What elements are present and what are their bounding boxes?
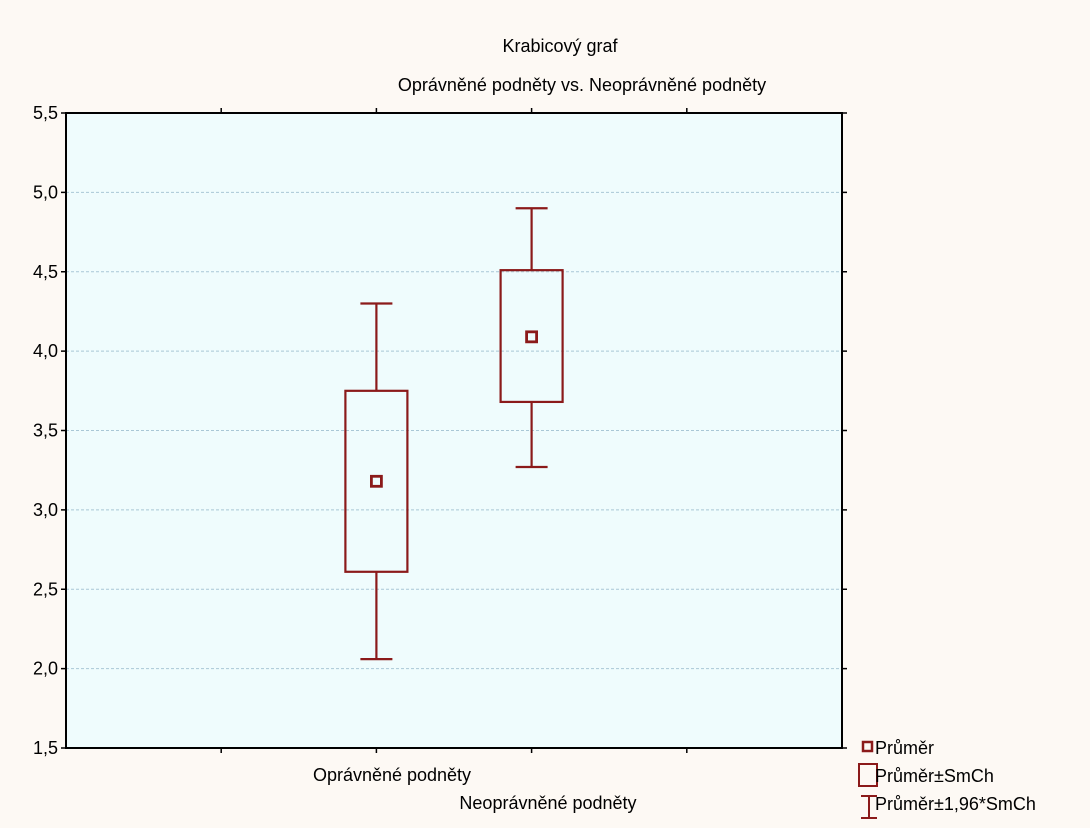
y-tick-label-7: 5,0 — [33, 182, 58, 202]
plot-frame — [65, 112, 843, 749]
x-tick-label-1: Neoprávněné podněty — [459, 793, 636, 813]
mean-marker-1 — [525, 330, 538, 344]
se-box-0 — [344, 389, 409, 573]
x-tick-label-0: Oprávněné podněty — [313, 765, 471, 785]
legend-ci-label: Průměr±1,96*SmCh — [875, 794, 1036, 814]
mean-marker-0 — [369, 474, 383, 488]
y-tick-label-1: 2,0 — [33, 659, 58, 679]
y-tick-label-0: 1,5 — [33, 738, 58, 758]
plot-area: 1,5 2,0 2,5 3,0 3,5 4,0 4,5 5,0 5,5 — [33, 103, 847, 758]
y-tick-label-4: 3,5 — [33, 421, 58, 441]
y-tick-label-5: 4,0 — [33, 341, 58, 361]
y-tick-label-2: 2,5 — [33, 579, 58, 599]
legend-mean-icon — [861, 740, 874, 753]
legend: Průměr Průměr±SmCh Průměr±1,96*SmCh — [858, 738, 1036, 819]
y-tick-label-3: 3,0 — [33, 500, 58, 520]
legend-ci-icon — [861, 795, 877, 819]
legend-se-label: Průměr±SmCh — [875, 766, 994, 786]
chart-title: Krabicový graf — [502, 36, 618, 56]
y-tick-label-8: 5,5 — [33, 103, 58, 123]
se-box-1 — [499, 269, 564, 404]
y-tick-label-6: 4,5 — [33, 262, 58, 282]
chart-subtitle: Oprávněné podněty vs. Neoprávněné podnět… — [398, 75, 766, 95]
legend-mean-label: Průměr — [875, 738, 934, 758]
legend-se-icon — [858, 763, 878, 787]
